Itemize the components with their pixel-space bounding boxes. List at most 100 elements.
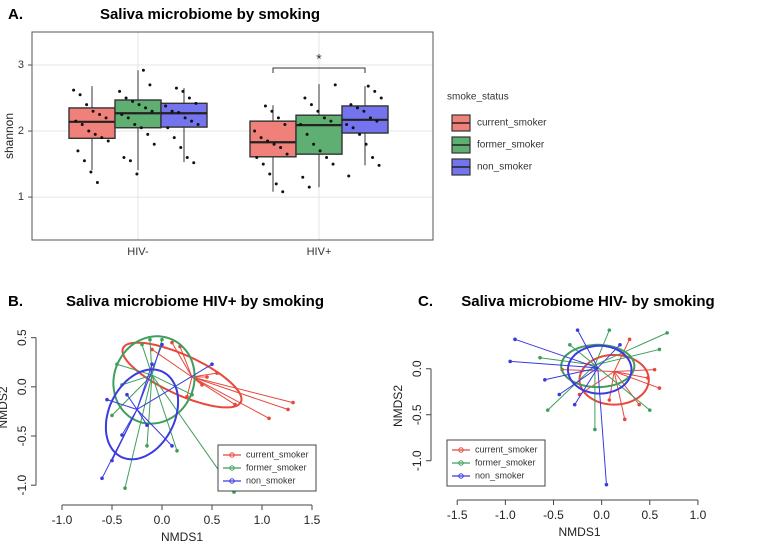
point <box>371 155 375 159</box>
point <box>508 359 512 364</box>
point <box>150 362 154 367</box>
y-tick-label: -0.5 <box>410 404 424 425</box>
legend-key-point <box>458 447 464 453</box>
spider-line <box>136 409 148 426</box>
point <box>196 122 200 126</box>
point <box>373 89 377 93</box>
point <box>270 109 274 113</box>
spider-line <box>136 344 163 410</box>
legend-label: former_smoker <box>477 140 545 151</box>
legend-label: non_smoker <box>477 162 533 173</box>
y-tick-label: -1.0 <box>15 475 29 496</box>
point <box>205 375 209 379</box>
point <box>150 109 154 113</box>
point <box>105 397 109 402</box>
spider-line <box>191 376 294 404</box>
point <box>316 109 320 113</box>
significance-bracket <box>272 67 366 73</box>
point <box>255 155 259 159</box>
y-axis-label: shannon <box>2 113 16 159</box>
point <box>665 331 669 335</box>
x-tick-label: 1.0 <box>254 513 271 527</box>
point <box>192 161 196 165</box>
x-axis-label: NMDS1 <box>558 525 600 539</box>
legend-label: former_smoker <box>475 457 536 467</box>
point <box>325 155 329 159</box>
ellipse <box>104 368 180 461</box>
x-tick-label: -0.5 <box>543 508 564 522</box>
spider-line <box>136 409 173 447</box>
point <box>133 122 137 126</box>
point <box>170 109 174 113</box>
point <box>200 383 204 387</box>
point <box>351 126 355 130</box>
spider-line <box>191 376 270 419</box>
point <box>572 402 577 407</box>
point <box>120 113 124 117</box>
box <box>249 120 297 158</box>
spider-line <box>121 409 138 436</box>
point <box>637 402 641 407</box>
point <box>604 482 609 487</box>
point <box>137 103 141 107</box>
point <box>145 423 149 428</box>
legend-label: current_smoker <box>246 449 309 459</box>
spider-line <box>191 372 218 378</box>
point <box>85 103 89 107</box>
chart-title: Saliva microbiome by smoking <box>100 6 320 23</box>
legend-label: non_smoker <box>475 470 525 480</box>
ellipse <box>121 341 243 409</box>
point <box>160 342 164 347</box>
legend-label: current_smoker <box>477 118 547 129</box>
panel-label: B. <box>8 293 23 310</box>
point <box>285 152 289 156</box>
legend-label: former_smoker <box>246 462 307 472</box>
point <box>74 119 78 123</box>
plot-border <box>31 31 434 241</box>
point <box>80 122 84 126</box>
point <box>377 163 381 167</box>
point <box>87 129 91 133</box>
point <box>93 132 97 136</box>
box <box>295 114 343 155</box>
point <box>307 185 311 189</box>
point <box>322 116 326 120</box>
point <box>164 104 168 108</box>
point <box>362 109 366 113</box>
point <box>627 337 632 342</box>
point <box>333 83 337 87</box>
spider-line <box>146 375 153 446</box>
point <box>148 337 152 342</box>
point <box>647 408 652 412</box>
point <box>106 139 110 143</box>
point <box>181 89 185 93</box>
x-tick-label: -1.5 <box>447 508 468 522</box>
point <box>152 142 156 146</box>
spider-line <box>124 374 153 489</box>
point <box>266 139 270 143</box>
point <box>261 162 265 166</box>
x-tick-label: -1.0 <box>495 508 516 522</box>
legend-label: non_smoker <box>246 475 296 485</box>
spider-line <box>562 369 615 373</box>
x-tick-label: 0.0 <box>593 508 610 522</box>
point <box>98 113 102 117</box>
point <box>100 476 104 481</box>
point <box>283 122 287 126</box>
point <box>145 444 149 448</box>
point <box>268 172 272 176</box>
point <box>263 104 267 108</box>
y-axis-label: NMDS2 <box>0 386 10 428</box>
point <box>543 377 547 382</box>
point <box>593 427 597 432</box>
point <box>575 328 580 332</box>
point <box>210 362 214 367</box>
spider-line <box>594 332 668 366</box>
point <box>305 132 309 136</box>
legend-key-point <box>229 465 235 471</box>
point <box>144 106 148 110</box>
point <box>118 89 122 93</box>
y-tick-label: 2 <box>18 125 24 137</box>
point <box>187 96 191 100</box>
y-tick-label: 0.0 <box>410 360 424 377</box>
